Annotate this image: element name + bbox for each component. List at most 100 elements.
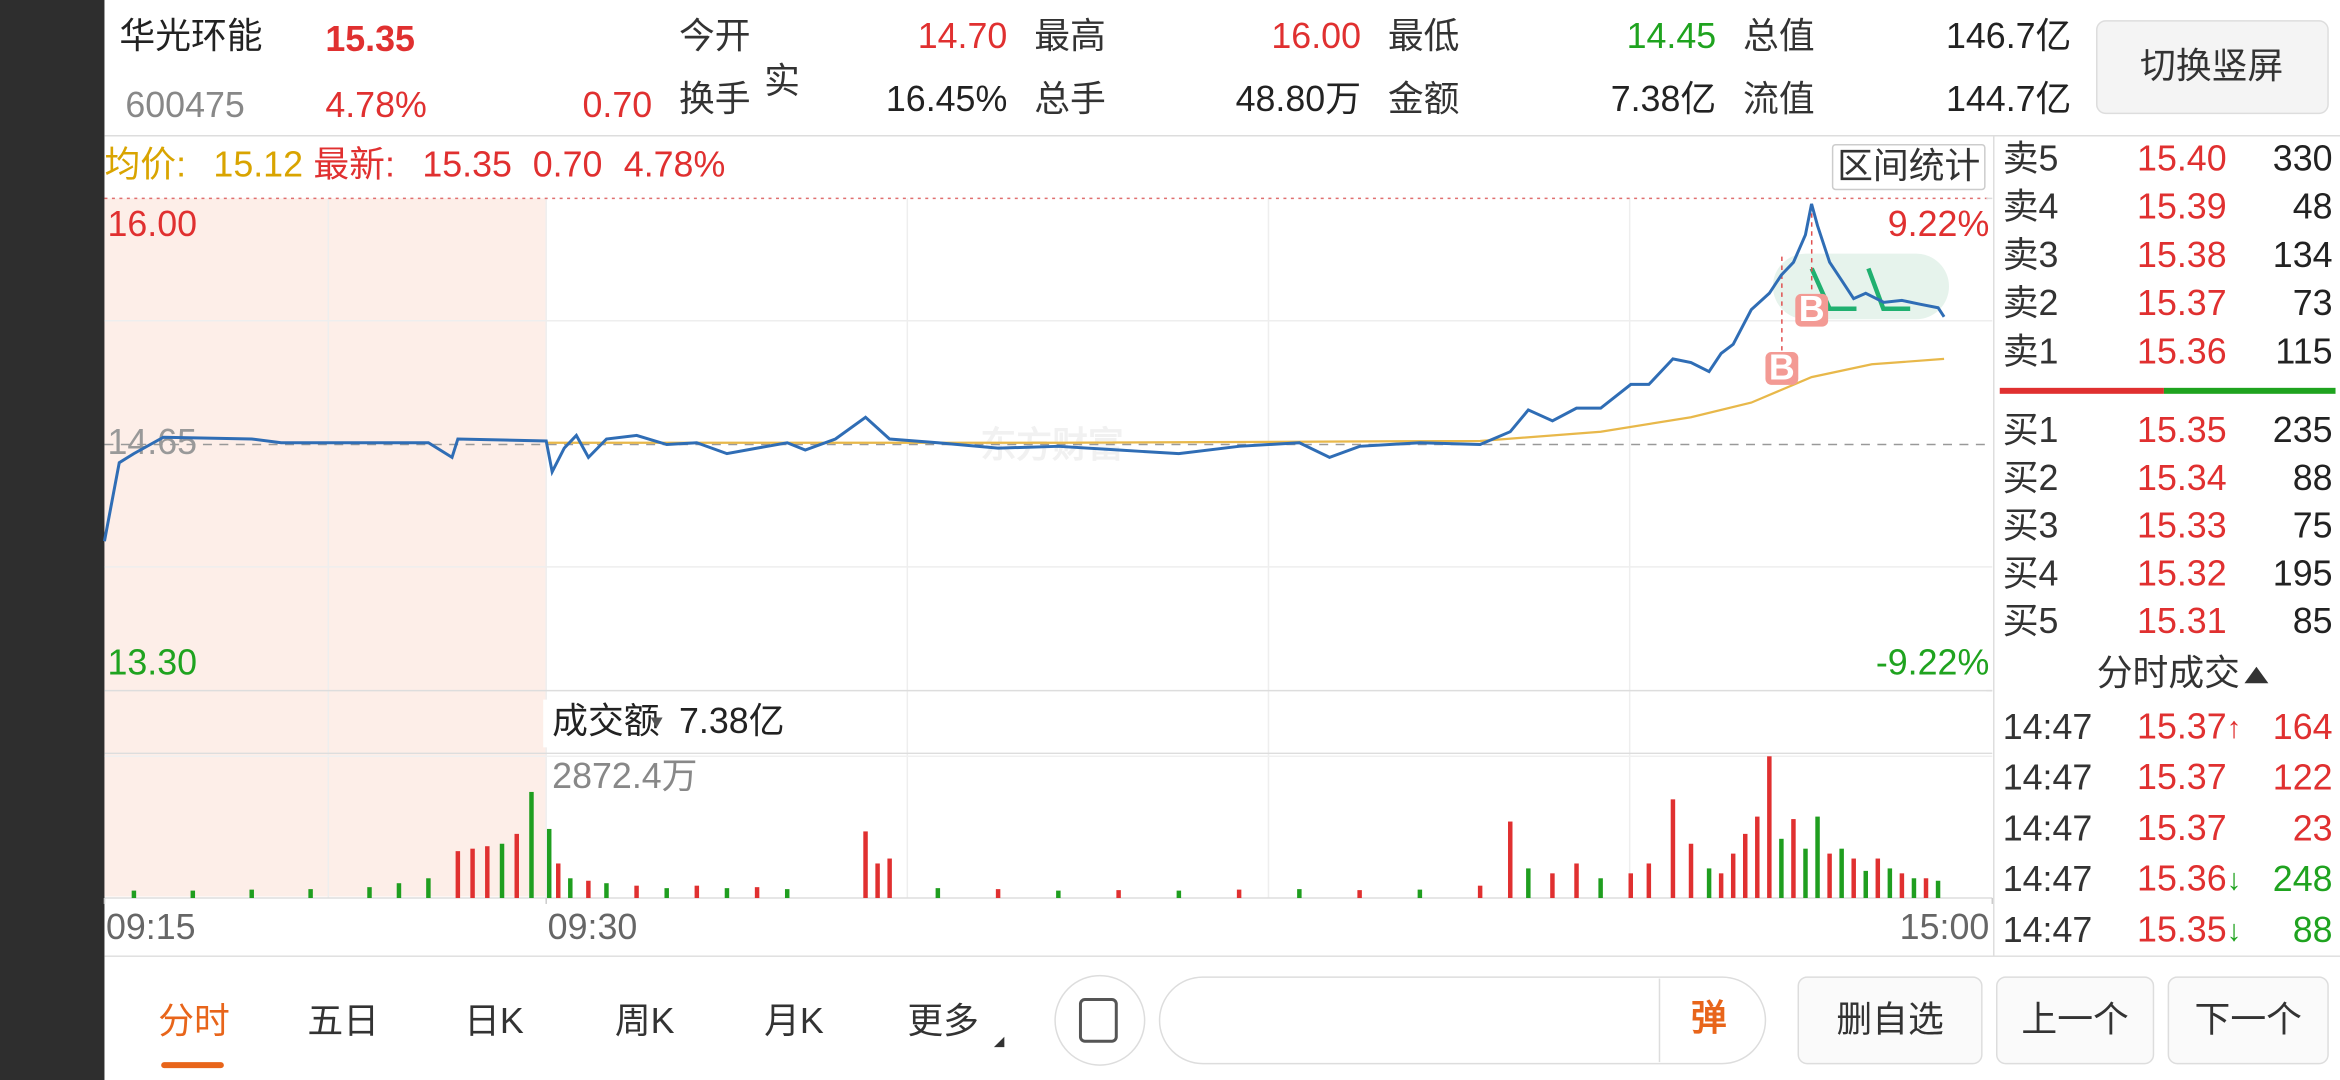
volume-bar (1815, 816, 1820, 899)
latest-change: 0.70 (533, 145, 603, 185)
volume-bar (1743, 833, 1748, 899)
tab[interactable]: 更多 (907, 1001, 979, 1041)
volume-bar (724, 888, 730, 899)
tab[interactable]: 月K (764, 1001, 824, 1041)
book-price: 15.34 (2137, 458, 2227, 498)
trades-toggle[interactable] (2244, 666, 2269, 684)
volume-bar (426, 878, 431, 899)
x-tick-label: 09:15 (106, 907, 196, 947)
tab[interactable]: 分时 (158, 1001, 230, 1041)
tab[interactable]: 五日 (307, 1001, 379, 1041)
book-volume: 85 (2293, 601, 2333, 641)
rotate-button[interactable] (2096, 20, 2329, 115)
book-label: 买1 (2003, 410, 2059, 450)
trade-volume: 164 (2273, 707, 2333, 747)
volume-bar (514, 833, 519, 899)
change-pct: 4.78% (325, 85, 427, 125)
x-tick-label: 09:30 (548, 907, 638, 947)
trade-time: 14:47 (2003, 910, 2093, 950)
volume-bar (485, 846, 490, 899)
tab[interactable]: 周K (615, 1001, 675, 1041)
volume-bar (1887, 868, 1893, 899)
book-volume: 195 (2273, 553, 2333, 593)
trade-arrow: ↑ (2227, 711, 2242, 744)
stat-value: 7.38亿 (1611, 79, 1716, 119)
book-price: 15.36 (2137, 331, 2227, 371)
stat-value: 16.45% (886, 79, 1007, 119)
trade-volume: 122 (2273, 758, 2333, 798)
ask-bar (1999, 387, 2164, 394)
volume-bar (1550, 873, 1555, 899)
nav-button[interactable] (2167, 976, 2329, 1065)
note-button[interactable] (1054, 974, 1146, 1066)
book-label: 卖1 (2003, 331, 2059, 371)
latest-value: 15.35 (422, 145, 512, 185)
note-icon (1078, 997, 1118, 1043)
trade-time: 14:47 (2003, 859, 2093, 899)
book-price: 15.40 (2137, 139, 2227, 179)
volume-bar (1508, 821, 1513, 899)
book-volume: 330 (2273, 139, 2333, 179)
nav-button[interactable] (1797, 976, 1983, 1065)
book-price: 15.35 (2137, 410, 2227, 450)
volume-label: 成交额 (552, 701, 659, 741)
avg-label: 均价: (104, 145, 186, 185)
volume-bar (455, 851, 461, 899)
more-arrow (993, 1036, 1005, 1048)
x-tick-label: 15:00 (1900, 907, 1990, 947)
volume-bar (1779, 838, 1784, 899)
danmu-button[interactable]: 弹 (1691, 998, 1727, 1038)
volume-bar (1688, 843, 1694, 899)
stock-name: 华光环能 (119, 16, 262, 56)
volume-bar (604, 883, 609, 899)
trade-time: 14:47 (2003, 808, 2093, 848)
book-label: 买4 (2003, 553, 2059, 593)
watermark: 东方财富 (980, 424, 1123, 465)
trade-time: 14:47 (2003, 707, 2093, 747)
volume-bar (935, 888, 941, 899)
book-price: 15.32 (2137, 553, 2227, 593)
stock-code: 600475 (125, 85, 244, 125)
volume-bar (396, 883, 402, 899)
tab[interactable]: 日K (464, 1001, 524, 1041)
range-button[interactable] (1831, 143, 1986, 191)
volume-bar (1935, 880, 1941, 899)
volume-bar (568, 878, 573, 899)
volume-bar (556, 863, 561, 899)
trades-title: 分时成交 (2097, 653, 2240, 693)
volume-bar (1116, 890, 1121, 899)
book-label: 买2 (2003, 458, 2059, 498)
book-label: 买5 (2003, 601, 2059, 641)
volume-bar (308, 889, 313, 899)
nav-button[interactable] (1996, 976, 2155, 1065)
volume-bar (863, 831, 868, 899)
volume-bar (754, 887, 760, 899)
volume-total: 7.38亿 (679, 701, 784, 741)
volume-bar (470, 848, 475, 899)
y2-tick-label: 9.22% (1888, 204, 1990, 244)
price-line (102, 203, 1946, 542)
grid (104, 135, 2340, 957)
volume-bar (586, 880, 591, 899)
volume-bar (529, 791, 534, 899)
trade-price-value: 15.35 (2137, 910, 2227, 950)
book-label: 卖2 (2003, 283, 2059, 323)
range-label: 区间统计 (1837, 146, 1980, 186)
volume-bar (1791, 819, 1796, 899)
tab-underline (161, 1062, 224, 1069)
volume-bar (1875, 858, 1881, 899)
signal (1809, 267, 1857, 312)
book-price: 15.33 (2137, 506, 2227, 546)
volume-bar (1297, 889, 1302, 899)
trade-price: 15.37 (2137, 808, 2227, 848)
stat-sup: 实 (764, 61, 800, 101)
stat-label: 今开 (679, 16, 751, 56)
bottom-nav: 分时 五日 日K 周K 月K 更多 删自选 上一个 下一个 (158, 976, 2329, 1065)
marker-label: B (1769, 347, 1795, 387)
book-label: 卖4 (2003, 187, 2059, 227)
book-volume: 235 (2273, 410, 2333, 450)
comment-input[interactable] (1158, 976, 1767, 1065)
stat-value: 16.00 (1271, 16, 1361, 56)
